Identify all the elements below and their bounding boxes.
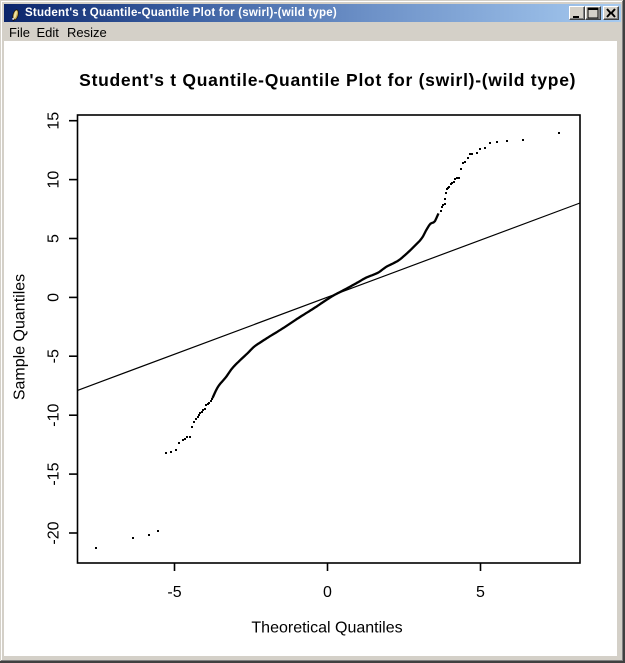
svg-text:0: 0 xyxy=(323,584,332,601)
svg-text:-5: -5 xyxy=(46,349,63,363)
svg-text:Student's t Quantile-Quantile: Student's t Quantile-Quantile Plot for (… xyxy=(79,70,576,90)
svg-text:-15: -15 xyxy=(46,462,63,485)
svg-text:15: 15 xyxy=(46,112,63,130)
svg-text:Theoretical Quantiles: Theoretical Quantiles xyxy=(251,620,402,637)
svg-text:-10: -10 xyxy=(46,404,63,427)
svg-text:10: 10 xyxy=(46,171,63,189)
svg-text:0: 0 xyxy=(46,293,63,302)
svg-text:-20: -20 xyxy=(46,521,63,544)
svg-text:5: 5 xyxy=(476,584,485,601)
svg-text:-5: -5 xyxy=(167,584,181,601)
svg-text:5: 5 xyxy=(46,234,63,243)
svg-text:Sample Quantiles: Sample Quantiles xyxy=(12,274,29,400)
